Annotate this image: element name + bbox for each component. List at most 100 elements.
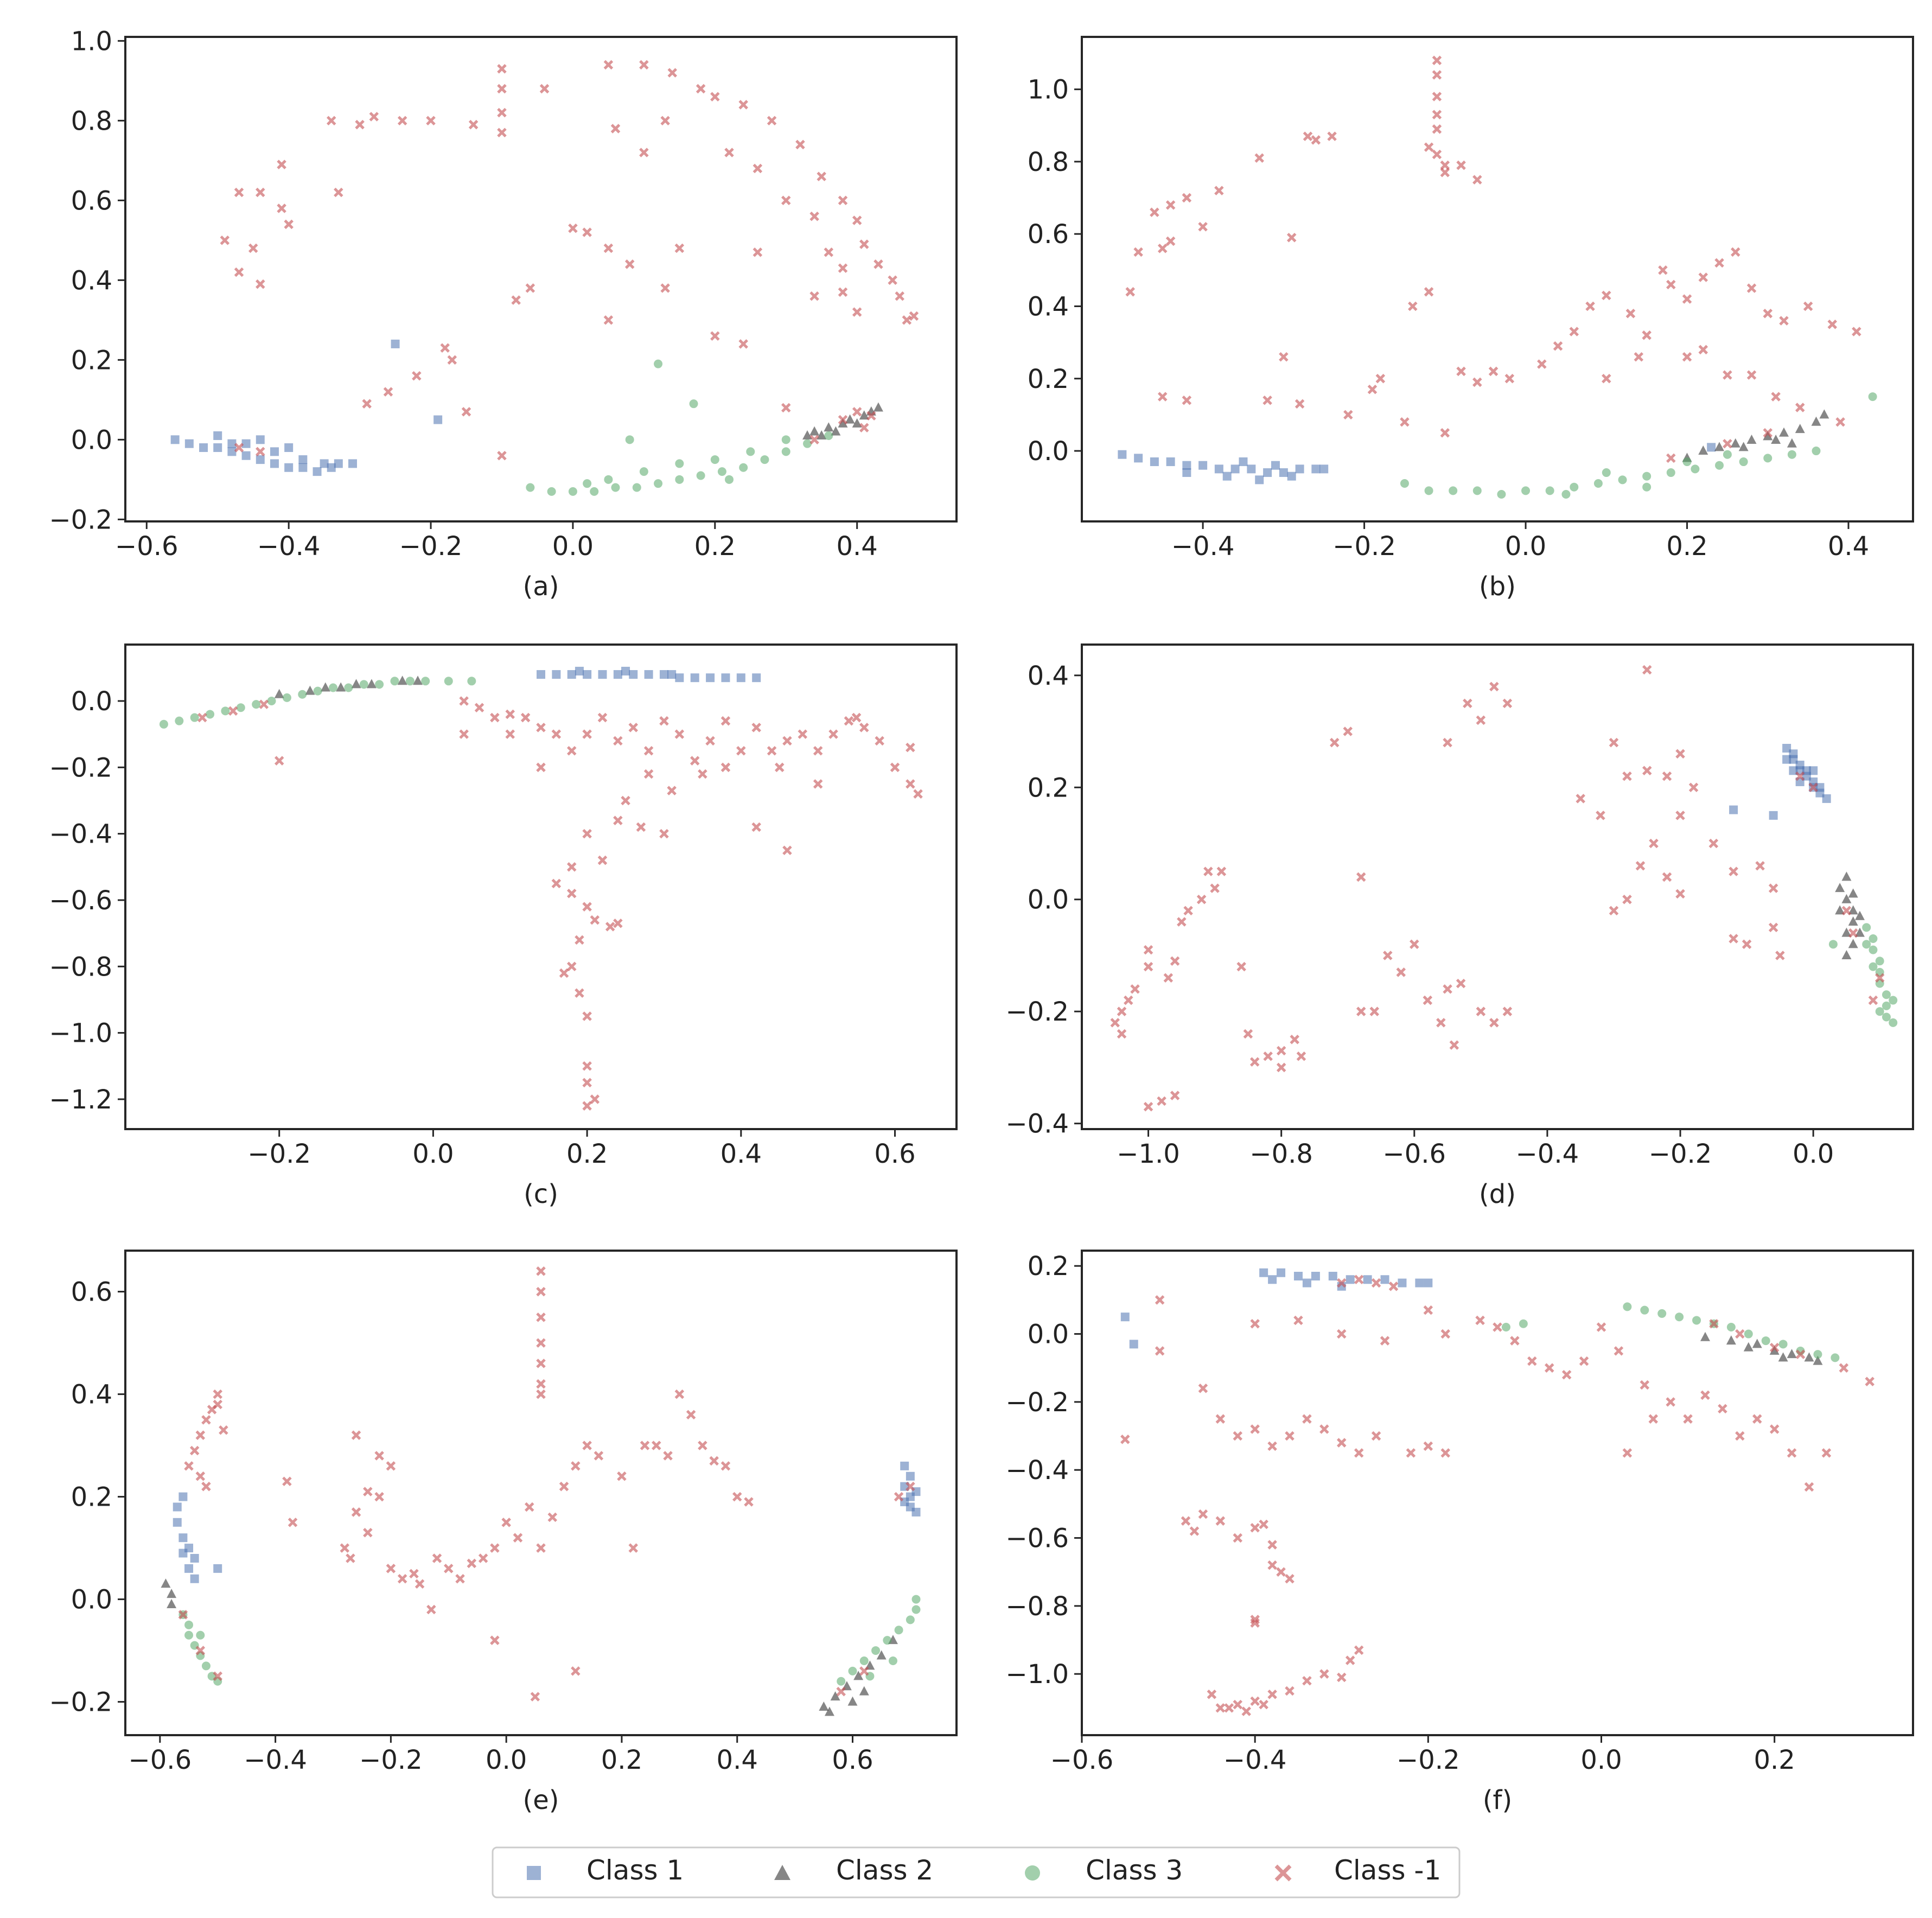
point-class-1 (659, 670, 668, 679)
panel-d: −1.0 −0.8 −0.6 −0.4 −0.2 0.0 −0.4 −0.2 0.0 0.2 0.4… (1005, 643, 1914, 1209)
point-class-3 (1831, 1353, 1840, 1362)
point-class-2 (1841, 894, 1852, 903)
point-class-neg1 (1236, 961, 1246, 972)
point-class-neg1 (1165, 236, 1176, 246)
point-class-neg1 (582, 1441, 592, 1450)
point-class-neg1 (1561, 1369, 1572, 1380)
y-tick-label: 0.2 (71, 1482, 112, 1513)
point-class-neg1 (1675, 811, 1685, 820)
point-class-1 (199, 443, 208, 453)
point-class-neg1 (530, 1692, 540, 1702)
point-class-2 (320, 682, 330, 692)
point-class-neg1 (1290, 1035, 1299, 1044)
point-class-neg1 (1243, 1029, 1253, 1039)
point-class-neg1 (1157, 392, 1168, 402)
point-class-neg1 (1489, 681, 1499, 692)
point-class-neg1 (1682, 294, 1692, 304)
point-class-3 (848, 1666, 857, 1675)
point-class-neg1 (1267, 1560, 1277, 1570)
point-class-1 (1120, 1312, 1130, 1322)
y-tick-label: −0.4 (1005, 1109, 1069, 1139)
point-class-neg1 (1449, 1040, 1459, 1050)
x-tick-label: −0.4 (1171, 531, 1235, 562)
plot-area (170, 60, 919, 496)
point-class-3 (1472, 486, 1482, 495)
legend-entry-class-2: Class 2 (774, 1855, 933, 1886)
point-class-neg1 (474, 703, 484, 712)
point-class-neg1 (1729, 866, 1738, 876)
point-class-1 (190, 1553, 199, 1563)
point-class-2 (802, 430, 813, 439)
point-class-1 (241, 439, 251, 448)
point-class-neg1 (1775, 951, 1785, 960)
point-class-neg1 (1319, 1424, 1329, 1434)
point-class-neg1 (1596, 1322, 1606, 1332)
point-class-1 (1815, 788, 1825, 798)
point-class-neg1 (490, 1543, 500, 1553)
point-class-neg1 (1731, 247, 1740, 257)
point-class-neg1 (1666, 279, 1676, 290)
point-class-3 (746, 447, 755, 456)
point-class-neg1 (603, 243, 614, 253)
x-tick-label: 0.2 (694, 531, 736, 562)
point-class-neg1 (895, 291, 905, 301)
point-class-neg1 (1214, 186, 1224, 195)
point-class-1 (190, 1574, 199, 1583)
point-class-neg1 (781, 403, 791, 413)
y-tick-label: 0.4 (1028, 291, 1069, 322)
point-class-1 (348, 459, 358, 468)
point-class-neg1 (551, 878, 562, 889)
point-class-3 (837, 1677, 846, 1686)
point-class-1 (298, 463, 308, 472)
point-class-neg1 (1649, 838, 1659, 849)
point-class-1 (629, 670, 638, 679)
point-class-neg1 (1267, 1441, 1277, 1451)
point-class-1 (1311, 464, 1321, 474)
point-class-neg1 (1182, 395, 1192, 405)
point-class-neg1 (582, 829, 592, 839)
point-class-3 (467, 677, 476, 686)
point-class-2 (852, 418, 862, 428)
point-class-neg1 (582, 729, 592, 739)
point-class-neg1 (621, 795, 630, 806)
point-class-neg1 (1302, 1414, 1312, 1424)
point-class-3 (1593, 479, 1603, 488)
y-tick-label: −0.6 (49, 885, 112, 916)
point-class-neg1 (1476, 715, 1486, 725)
point-class-1 (906, 1471, 915, 1481)
point-class-neg1 (1718, 1404, 1727, 1414)
point-class-neg1 (674, 243, 685, 253)
point-class-neg1 (1475, 1315, 1485, 1326)
point-class-neg1 (1675, 889, 1685, 899)
point-class-3 (375, 680, 384, 689)
legend-label-class-1: Class 1 (586, 1855, 684, 1886)
point-class-3 (1642, 471, 1652, 481)
point-class-2 (1787, 1349, 1797, 1359)
point-class-3 (888, 1656, 897, 1665)
point-class-3 (1875, 1007, 1884, 1016)
point-class-neg1 (698, 1441, 707, 1450)
panel-e: −0.6 −0.4 −0.2 0.0 0.2 0.4 0.6 −0.2 0.0 0.2 0.4 0.6… (49, 1250, 958, 1815)
point-class-neg1 (1839, 1363, 1849, 1373)
point-class-neg1 (782, 736, 792, 746)
point-class-neg1 (288, 1518, 298, 1527)
point-class-1 (1268, 1275, 1277, 1284)
panel-c: −0.2 0.0 0.2 0.4 0.6 −1.2 −1.0 −0.8 −0.6 −0.4 −0.2… (49, 643, 958, 1209)
point-class-1 (1707, 443, 1716, 452)
x-tick-label: −0.2 (247, 1139, 311, 1169)
point-class-neg1 (1755, 861, 1765, 871)
point-class-neg1 (1408, 301, 1418, 311)
panel-caption: (a) (523, 571, 559, 602)
point-class-1 (1782, 755, 1791, 764)
point-class-neg1 (566, 745, 577, 756)
point-class-neg1 (1841, 906, 1852, 916)
point-class-neg1 (590, 1094, 600, 1104)
point-class-neg1 (1662, 771, 1672, 781)
series-class-1 (537, 666, 761, 683)
point-class-neg1 (256, 279, 265, 289)
point-class-3 (1640, 1305, 1649, 1315)
point-class-3 (359, 680, 368, 689)
point-class-neg1 (1354, 1448, 1364, 1458)
point-class-neg1 (1769, 1342, 1780, 1353)
